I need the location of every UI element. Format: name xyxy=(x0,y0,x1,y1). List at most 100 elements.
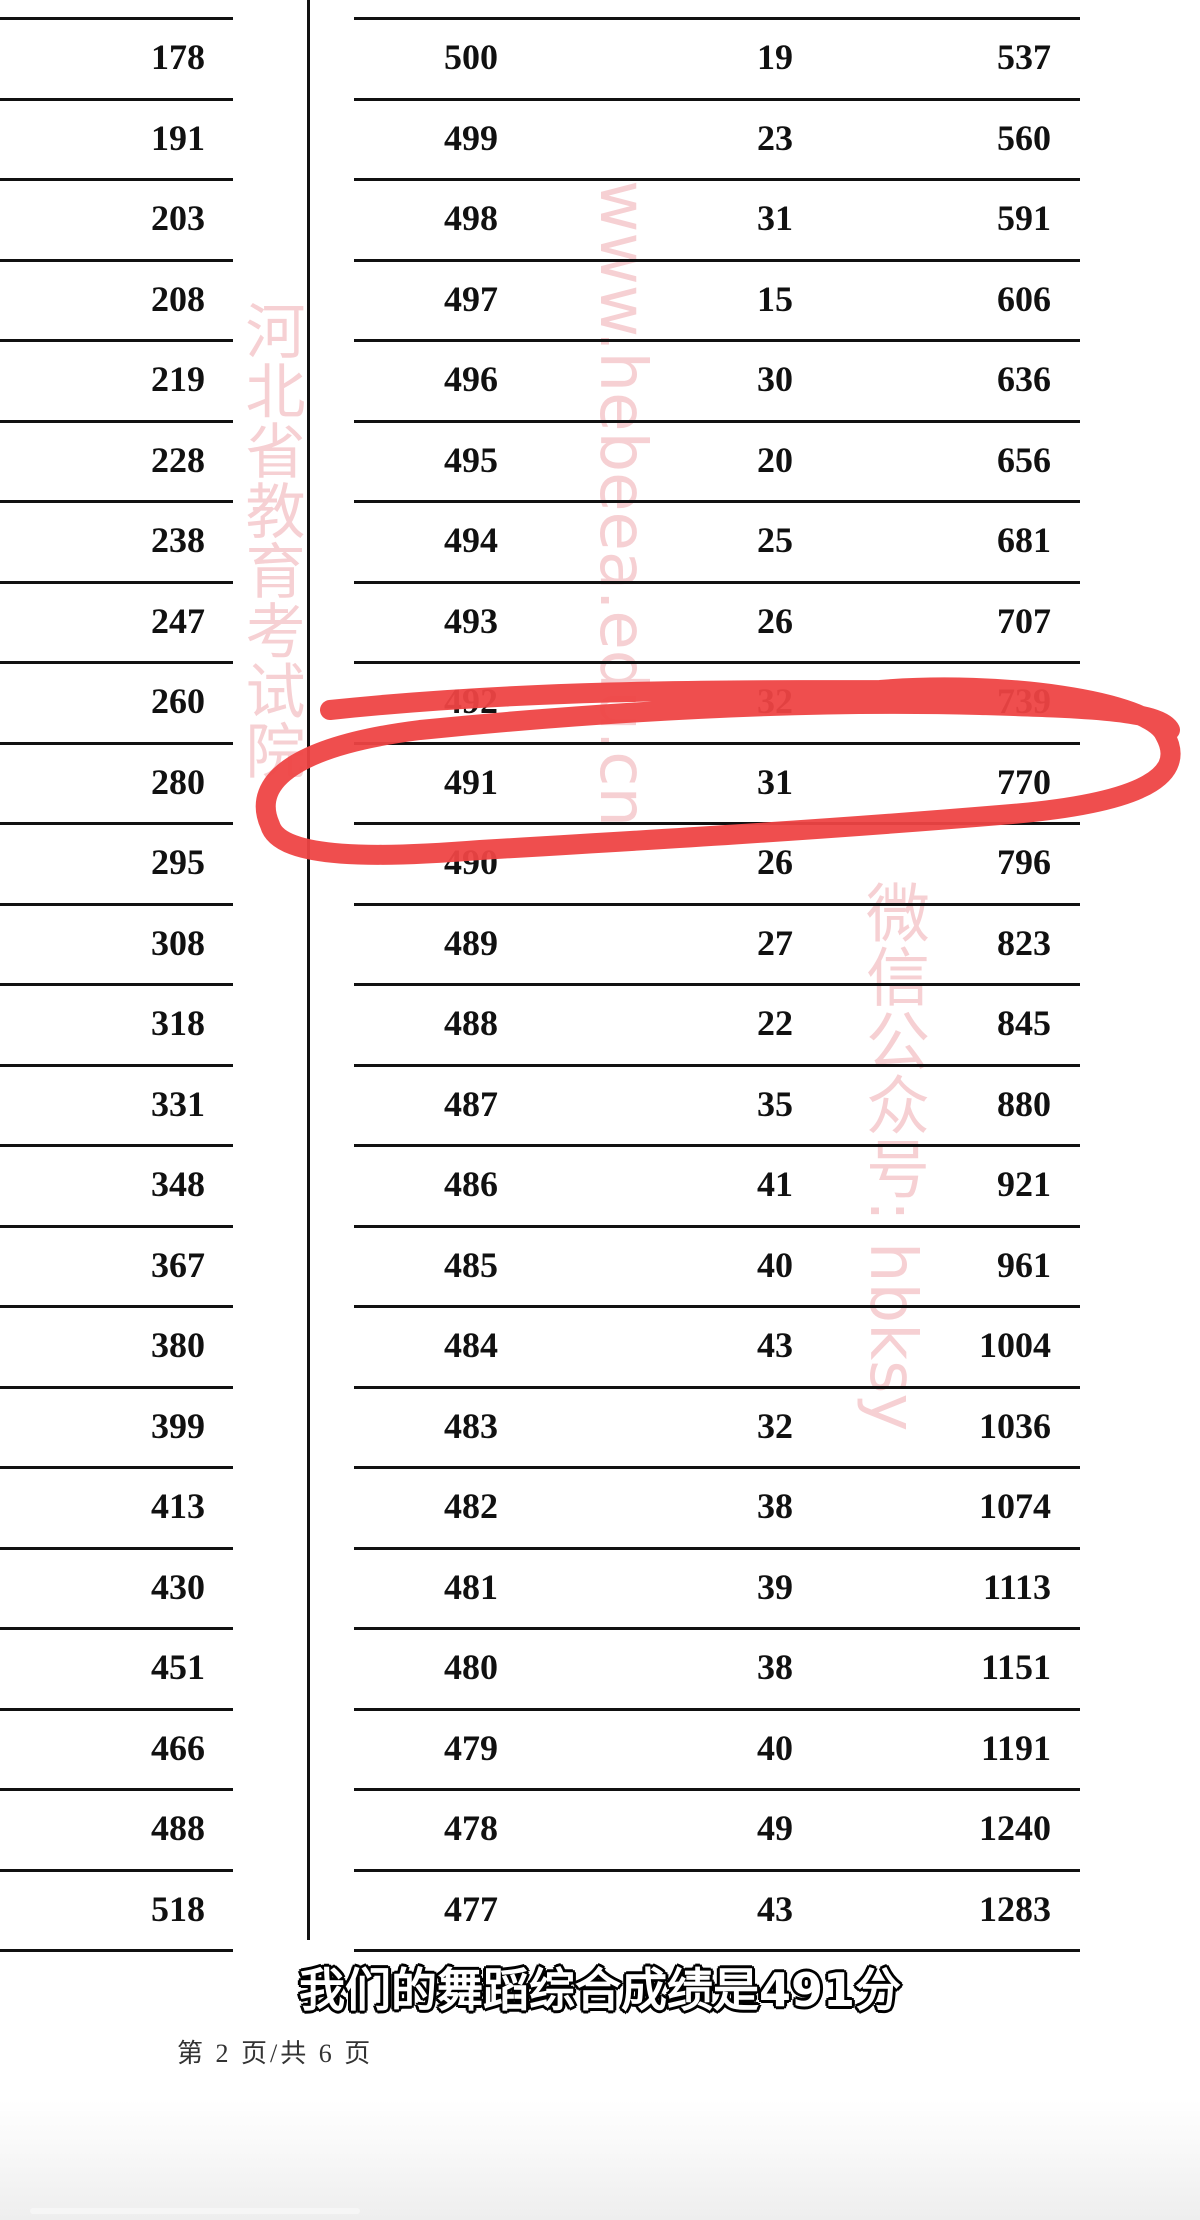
watermark-url: www.hebeea.edu.cn xyxy=(585,180,659,828)
count-cell: 43 xyxy=(757,1888,793,1929)
left-cumulative-cell: 451 xyxy=(151,1647,205,1688)
score-cell: 495 xyxy=(444,439,498,480)
left-row-line xyxy=(0,983,233,986)
left-cumulative-cell: 466 xyxy=(151,1727,205,1768)
right-row-line xyxy=(354,1627,1080,1630)
cumulative-cell: 921 xyxy=(997,1164,1051,1205)
right-row-line xyxy=(354,258,1080,262)
left-cumulative-cell: 203 xyxy=(151,198,205,239)
score-cell: 490 xyxy=(444,842,498,883)
cumulative-cell: 880 xyxy=(997,1083,1051,1124)
score-cell: 489 xyxy=(444,922,498,963)
cumulative-cell: 770 xyxy=(997,761,1051,802)
left-row-line xyxy=(0,419,233,423)
count-cell: 49 xyxy=(757,1808,793,1849)
left-cumulative-cell: 348 xyxy=(151,1164,205,1205)
left-cumulative-cell: 228 xyxy=(151,439,205,480)
count-cell: 31 xyxy=(757,198,793,239)
left-cumulative-cell: 208 xyxy=(151,278,205,319)
cumulative-cell: 1004 xyxy=(979,1325,1051,1366)
left-cumulative-cell: 318 xyxy=(151,1003,205,1044)
left-cumulative-cell: 178 xyxy=(151,37,205,78)
left-row-line xyxy=(0,661,233,664)
left-cumulative-cell: 413 xyxy=(151,1486,205,1527)
count-cell: 15 xyxy=(757,278,793,319)
right-row-line xyxy=(354,1305,1080,1308)
cumulative-cell: 1283 xyxy=(979,1888,1051,1929)
left-row-line xyxy=(0,1949,233,1952)
cumulative-cell: 606 xyxy=(997,278,1051,319)
left-cumulative-cell: 399 xyxy=(151,1405,205,1446)
right-row-line xyxy=(354,419,1080,423)
right-row-line xyxy=(354,97,1080,101)
right-row-line xyxy=(354,1707,1080,1711)
left-row-line xyxy=(0,1707,233,1711)
left-cumulative-cell: 191 xyxy=(151,117,205,158)
column-divider xyxy=(307,0,310,1940)
right-row-line xyxy=(354,1466,1080,1469)
right-row-line xyxy=(354,661,1080,664)
left-row-line xyxy=(0,1627,233,1630)
count-cell: 26 xyxy=(757,842,793,883)
score-cell: 484 xyxy=(444,1325,498,1366)
cumulative-cell: 656 xyxy=(997,439,1051,480)
left-row-line xyxy=(0,97,233,101)
count-cell: 27 xyxy=(757,922,793,963)
left-cumulative-cell: 308 xyxy=(151,922,205,963)
score-cell: 482 xyxy=(444,1486,498,1527)
left-row-line xyxy=(0,1063,233,1067)
left-row-line xyxy=(0,1224,233,1228)
left-row-line xyxy=(0,258,233,262)
score-cell: 500 xyxy=(444,37,498,78)
left-row-line xyxy=(0,1385,233,1389)
count-cell: 19 xyxy=(757,37,793,78)
right-row-line xyxy=(354,500,1080,503)
count-cell: 26 xyxy=(757,600,793,641)
count-cell: 23 xyxy=(757,117,793,158)
cumulative-cell: 1191 xyxy=(980,1727,1051,1768)
count-cell: 43 xyxy=(757,1325,793,1366)
left-row-line xyxy=(0,1868,233,1872)
count-cell: 40 xyxy=(757,1727,793,1768)
score-cell: 480 xyxy=(444,1647,498,1688)
score-cell: 496 xyxy=(444,359,498,400)
left-row-line xyxy=(0,1466,233,1469)
left-row-line xyxy=(0,902,233,906)
left-cumulative-cell: 367 xyxy=(151,1244,205,1285)
left-cumulative-cell: 430 xyxy=(151,1566,205,1607)
score-cell: 492 xyxy=(444,681,498,722)
right-row-line xyxy=(354,1788,1080,1791)
score-cell: 494 xyxy=(444,520,498,561)
score-cell: 485 xyxy=(444,1244,498,1285)
left-row-line xyxy=(0,741,233,745)
cumulative-cell: 636 xyxy=(997,359,1051,400)
left-cumulative-cell: 280 xyxy=(151,761,205,802)
left-cumulative-cell: 295 xyxy=(151,842,205,883)
cumulative-cell: 681 xyxy=(997,520,1051,561)
right-row-line xyxy=(354,902,1080,906)
count-cell: 25 xyxy=(757,520,793,561)
cumulative-cell: 707 xyxy=(997,600,1051,641)
left-row-line xyxy=(0,822,233,825)
right-row-line xyxy=(354,580,1080,584)
count-cell: 39 xyxy=(757,1566,793,1607)
right-row-line xyxy=(354,1385,1080,1389)
count-cell: 35 xyxy=(757,1083,793,1124)
video-progress-bar[interactable] xyxy=(30,2208,360,2214)
count-cell: 38 xyxy=(757,1486,793,1527)
right-row-line xyxy=(354,1063,1080,1067)
score-cell: 487 xyxy=(444,1083,498,1124)
right-row-line xyxy=(354,741,1080,745)
left-cumulative-cell: 238 xyxy=(151,520,205,561)
count-cell: 41 xyxy=(757,1164,793,1205)
left-row-line xyxy=(0,500,233,503)
left-cumulative-cell: 380 xyxy=(151,1325,205,1366)
count-cell: 40 xyxy=(757,1244,793,1285)
left-row-line xyxy=(0,1144,233,1147)
score-cell: 488 xyxy=(444,1003,498,1044)
score-cell: 479 xyxy=(444,1727,498,1768)
cumulative-cell: 1113 xyxy=(982,1566,1051,1607)
right-row-line xyxy=(354,1144,1080,1147)
score-cell: 478 xyxy=(444,1808,498,1849)
cumulative-cell: 1151 xyxy=(980,1647,1051,1688)
